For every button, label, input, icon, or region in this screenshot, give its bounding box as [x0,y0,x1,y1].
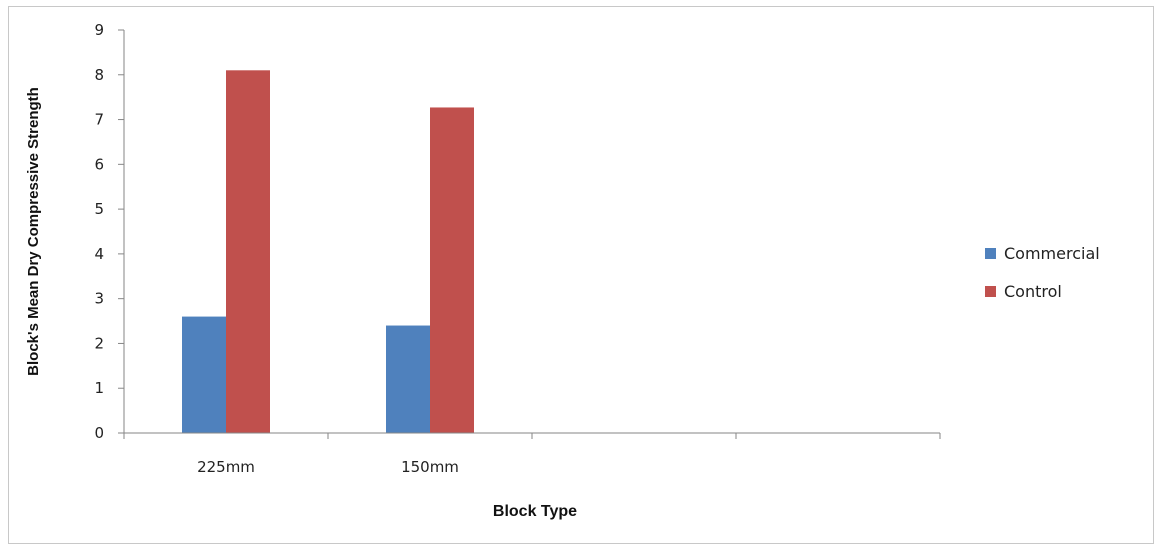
y-axis-title: Block's Mean Dry Compressive Strength [25,87,42,376]
y-tick-label: 4 [94,245,104,263]
y-tick-label: 0 [94,424,104,442]
y-tick-label: 8 [94,66,104,84]
chart-frame [8,6,1154,544]
legend-label-commercial: Commercial [1004,244,1100,263]
bar-control-150mm [430,107,474,434]
y-tick-label: 7 [94,111,104,129]
legend-swatch-control [985,286,996,297]
y-tick-label: 9 [94,21,104,39]
y-tick-label: 3 [94,290,104,308]
legend-label-control: Control [1004,282,1062,301]
legend: Commercial Control [985,244,1100,301]
y-ticks-group: 0 1 2 3 4 5 6 7 8 9 [94,21,124,442]
bars-group [182,70,474,434]
bar-control-225mm [226,70,270,434]
bar-commercial-150mm [386,325,430,433]
bar-commercial-225mm [182,316,226,433]
y-tick-label: 1 [94,379,104,397]
y-tick-label: 6 [94,155,104,173]
y-tick-label: 5 [94,200,104,218]
x-axis-title: Block Type [493,503,577,520]
y-tick-label: 2 [94,334,104,352]
x-ticks-group: 225mm 150mm [123,433,941,476]
x-tick-label: 225mm [197,458,255,476]
x-tick-label: 150mm [401,458,459,476]
legend-swatch-commercial [985,248,996,259]
